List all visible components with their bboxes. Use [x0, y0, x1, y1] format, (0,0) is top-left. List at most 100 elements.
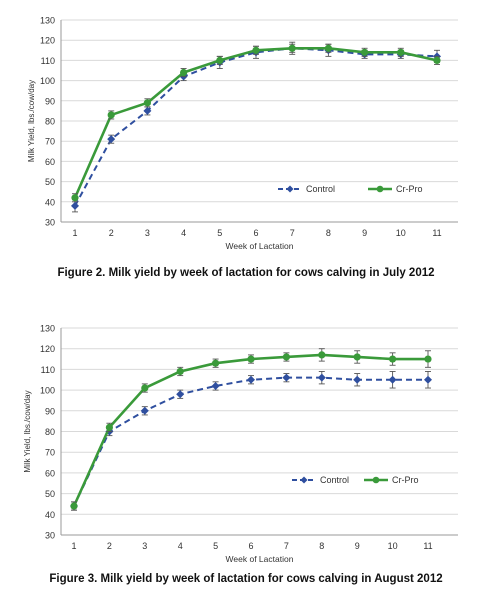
y-tick-label: 120: [40, 344, 55, 354]
data-point-crpro: [433, 56, 441, 64]
x-axis-title: Week of Lactation: [226, 241, 294, 251]
y-tick-label: 130: [40, 324, 55, 334]
data-point-crpro: [212, 359, 220, 367]
series-control: [71, 41, 441, 213]
data-point-control: [107, 135, 116, 144]
legend-marker-crpro: [372, 476, 380, 484]
y-tick-label: 100: [40, 386, 55, 396]
data-point-control: [71, 201, 79, 210]
x-tick-label: 8: [319, 541, 324, 551]
x-tick-label: 9: [355, 541, 360, 551]
x-tick-label: 2: [109, 228, 114, 238]
data-point-crpro: [70, 502, 78, 510]
x-tick-label: 1: [72, 228, 77, 238]
chart-august-2012: 30 40 50 60 70 80 90 100 110 120 130 1 2 3 4 5 6 7 8 9 10 11 W…: [23, 324, 458, 564]
data-point-crpro: [318, 351, 326, 359]
figure-3-caption: Figure 3. Milk yield by week of lactatio…: [49, 573, 443, 585]
y-axis-title: Milk Yield, lbs./cow/day: [23, 390, 32, 472]
data-point-control: [353, 375, 362, 384]
series-control: [70, 371, 432, 511]
x-tick-label: 11: [423, 541, 432, 551]
legend-marker-control: [300, 476, 308, 484]
data-point-control: [317, 373, 326, 382]
y-tick-label: 60: [45, 468, 55, 478]
x-tick-label: 11: [432, 228, 441, 238]
y-tick-label: 90: [45, 406, 55, 416]
y-tick-label: 50: [45, 489, 55, 499]
x-tick-label: 7: [290, 228, 295, 238]
legend-label-crpro: Cr-Pro: [392, 475, 419, 485]
series-line-crpro: [73, 46, 438, 199]
y-tick-label: 110: [41, 56, 55, 66]
data-point-crpro: [282, 353, 290, 361]
x-tick-label: 6: [253, 228, 258, 238]
x-tick-label: 6: [248, 541, 253, 551]
x-tick-label: 7: [284, 541, 289, 551]
x-tick-label: 8: [326, 228, 331, 238]
data-point-crpro: [252, 46, 260, 54]
y-tick-label: 80: [45, 427, 55, 437]
data-point-control: [143, 106, 152, 115]
y-tick-label: 60: [45, 157, 55, 167]
data-point-control: [211, 381, 220, 390]
data-point-crpro: [353, 353, 361, 361]
data-point-crpro: [71, 194, 79, 202]
data-point-crpro: [107, 111, 115, 119]
data-point-crpro: [397, 48, 405, 56]
data-point-control: [388, 375, 397, 384]
legend-marker-control: [286, 185, 294, 193]
x-tick-label: 3: [142, 541, 147, 551]
x-tick-label: 3: [145, 228, 150, 238]
data-point-crpro: [141, 384, 149, 392]
data-point-crpro: [389, 355, 397, 363]
x-tick-label: 5: [217, 228, 222, 238]
legend-marker-crpro: [376, 185, 384, 193]
data-point-crpro: [216, 56, 224, 64]
figure-2-caption: Figure 2. Milk yield by week of lactatio…: [57, 267, 435, 279]
legend-label-control: Control: [320, 475, 349, 485]
data-point-crpro: [105, 423, 113, 431]
y-tick-label: 40: [45, 510, 55, 520]
legend: Control Cr-Pro: [278, 184, 423, 194]
series-line-control: [74, 47, 438, 207]
x-tick-label: 10: [396, 228, 406, 238]
data-point-control: [176, 390, 185, 399]
series-line-control: [73, 376, 428, 507]
x-tick-label: 10: [388, 541, 398, 551]
legend-label-control: Control: [306, 184, 335, 194]
data-point-crpro: [143, 99, 151, 107]
y-tick-label: 100: [40, 76, 55, 86]
y-tick-label: 70: [45, 137, 55, 147]
x-tick-label: 9: [362, 228, 367, 238]
x-tick-label: 2: [107, 541, 112, 551]
y-tick-label: 50: [45, 177, 55, 187]
x-axis-title: Week of Lactation: [226, 554, 294, 564]
y-tick-label: 80: [45, 117, 55, 127]
data-point-control: [282, 373, 291, 382]
y-tick-label: 40: [45, 197, 55, 207]
data-point-control: [247, 375, 255, 384]
data-point-control: [424, 375, 432, 384]
data-point-crpro: [424, 355, 432, 363]
y-tick-label: 120: [40, 36, 55, 46]
legend-label-crpro: Cr-Pro: [396, 184, 423, 194]
chart-july-2012: 30 40 50 60 70 80 90 100 110 120 130 1 2 3 4 5 6 7 8 9 10 11 W…: [27, 16, 458, 251]
data-point-crpro: [180, 68, 188, 77]
x-tick-label: 5: [213, 541, 218, 551]
x-tick-label: 4: [181, 228, 186, 238]
series-crpro: [70, 348, 432, 511]
data-point-crpro: [324, 44, 332, 52]
data-point-crpro: [176, 367, 184, 376]
x-tick-label: 1: [71, 541, 76, 551]
x-tick-label: 4: [178, 541, 183, 551]
y-tick-label: 70: [45, 448, 55, 458]
data-point-crpro: [361, 48, 369, 56]
y-tick-label: 30: [45, 218, 55, 228]
y-tick-label: 30: [45, 531, 55, 541]
data-point-control: [140, 406, 149, 415]
y-tick-label: 130: [40, 16, 55, 26]
data-point-crpro: [288, 44, 296, 52]
y-tick-label: 110: [41, 365, 55, 375]
series-crpro: [71, 43, 441, 203]
y-tick-label: 90: [45, 96, 55, 106]
